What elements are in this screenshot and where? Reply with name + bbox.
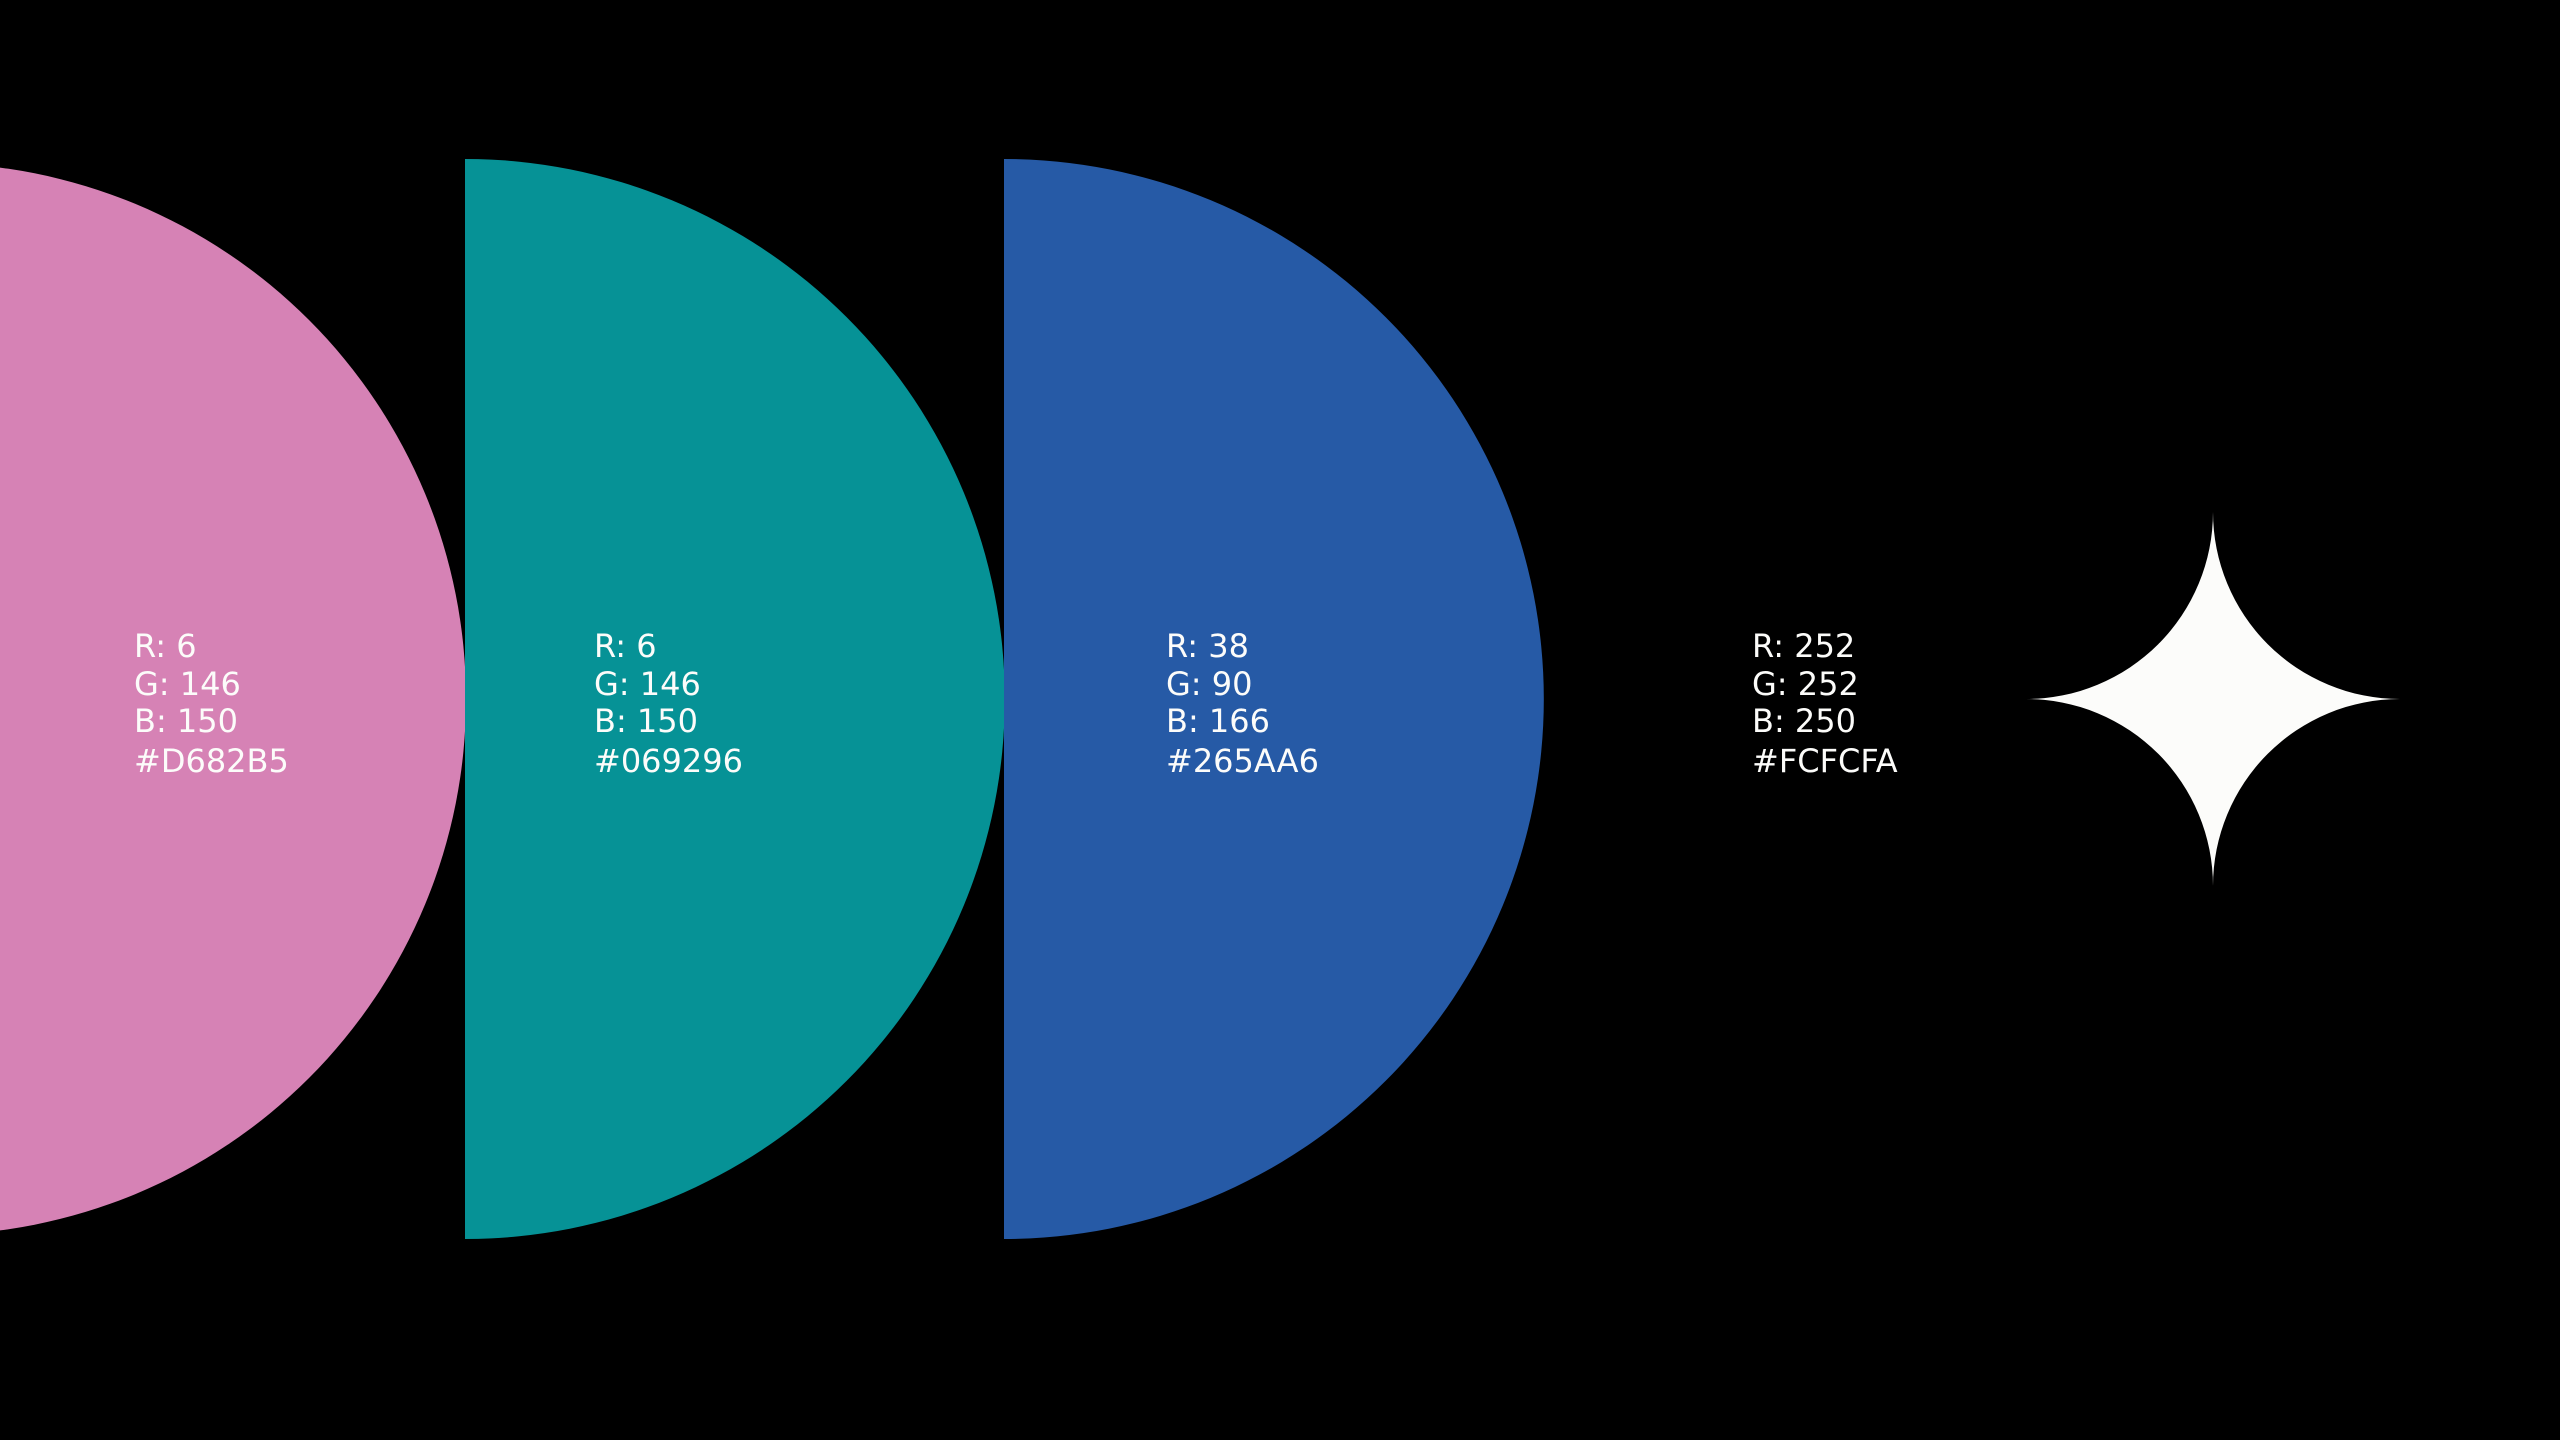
swatch-label: R: 6 <box>134 627 197 665</box>
swatch-label: R: 6 <box>594 627 657 665</box>
swatch-label: B: 166 <box>1166 702 1270 740</box>
swatch-label: B: 250 <box>1752 702 1856 740</box>
swatch-label: B: 150 <box>134 702 238 740</box>
star-swatch <box>2026 512 2400 886</box>
blue-swatch <box>1004 159 1544 1239</box>
teal-swatch <box>465 159 1005 1239</box>
swatch-label: G: 90 <box>1166 665 1252 703</box>
swatch-label: G: 146 <box>594 665 701 703</box>
swatch-label: G: 252 <box>1752 665 1859 703</box>
pink-swatch <box>0 167 466 1231</box>
swatch-label: G: 146 <box>134 665 241 703</box>
swatch-label: B: 150 <box>594 702 698 740</box>
swatch-label: #069296 <box>594 742 743 780</box>
swatch-label: R: 252 <box>1752 627 1855 665</box>
swatch-label: #D682B5 <box>134 742 289 780</box>
swatch-label: #FCFCFA <box>1752 742 1898 780</box>
swatch-label: R: 38 <box>1166 627 1249 665</box>
swatch-label: #265AA6 <box>1166 742 1319 780</box>
shapes <box>0 159 2400 1239</box>
